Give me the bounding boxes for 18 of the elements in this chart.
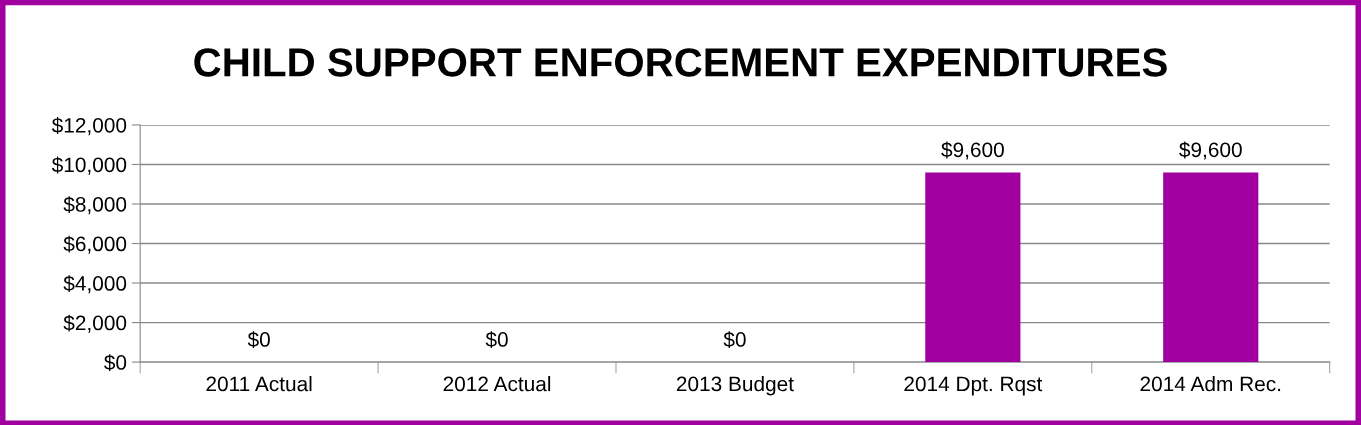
x-tick-label: 2014 Dpt. Rqst <box>904 376 1043 396</box>
chart-title: CHILD SUPPORT ENFORCEMENT EXPENDITURES <box>194 48 1167 77</box>
data-label: $0 <box>723 331 746 349</box>
y-tick-label: $12,000 <box>51 117 127 136</box>
y-tick-label: $8,000 <box>63 196 127 215</box>
data-label: $9,600 <box>941 141 1004 160</box>
x-tick-label: 2014 Adm Rec. <box>1140 375 1281 392</box>
y-tick-label: $6,000 <box>63 235 127 254</box>
data-label: $0 <box>485 331 508 349</box>
x-tick-label: 2011 Actual <box>206 375 312 392</box>
y-tick-label: $10,000 <box>51 156 127 175</box>
y-tick-label: $4,000 <box>63 275 127 294</box>
y-tick-label: $0 <box>104 354 127 372</box>
x-tick-label: 2013 Budget <box>676 375 794 396</box>
x-tick-label: 2012 Actual <box>443 375 551 392</box>
data-label: $0 <box>247 331 270 349</box>
y-tick-label: $2,000 <box>63 314 127 333</box>
data-label: $9,600 <box>1179 141 1242 160</box>
